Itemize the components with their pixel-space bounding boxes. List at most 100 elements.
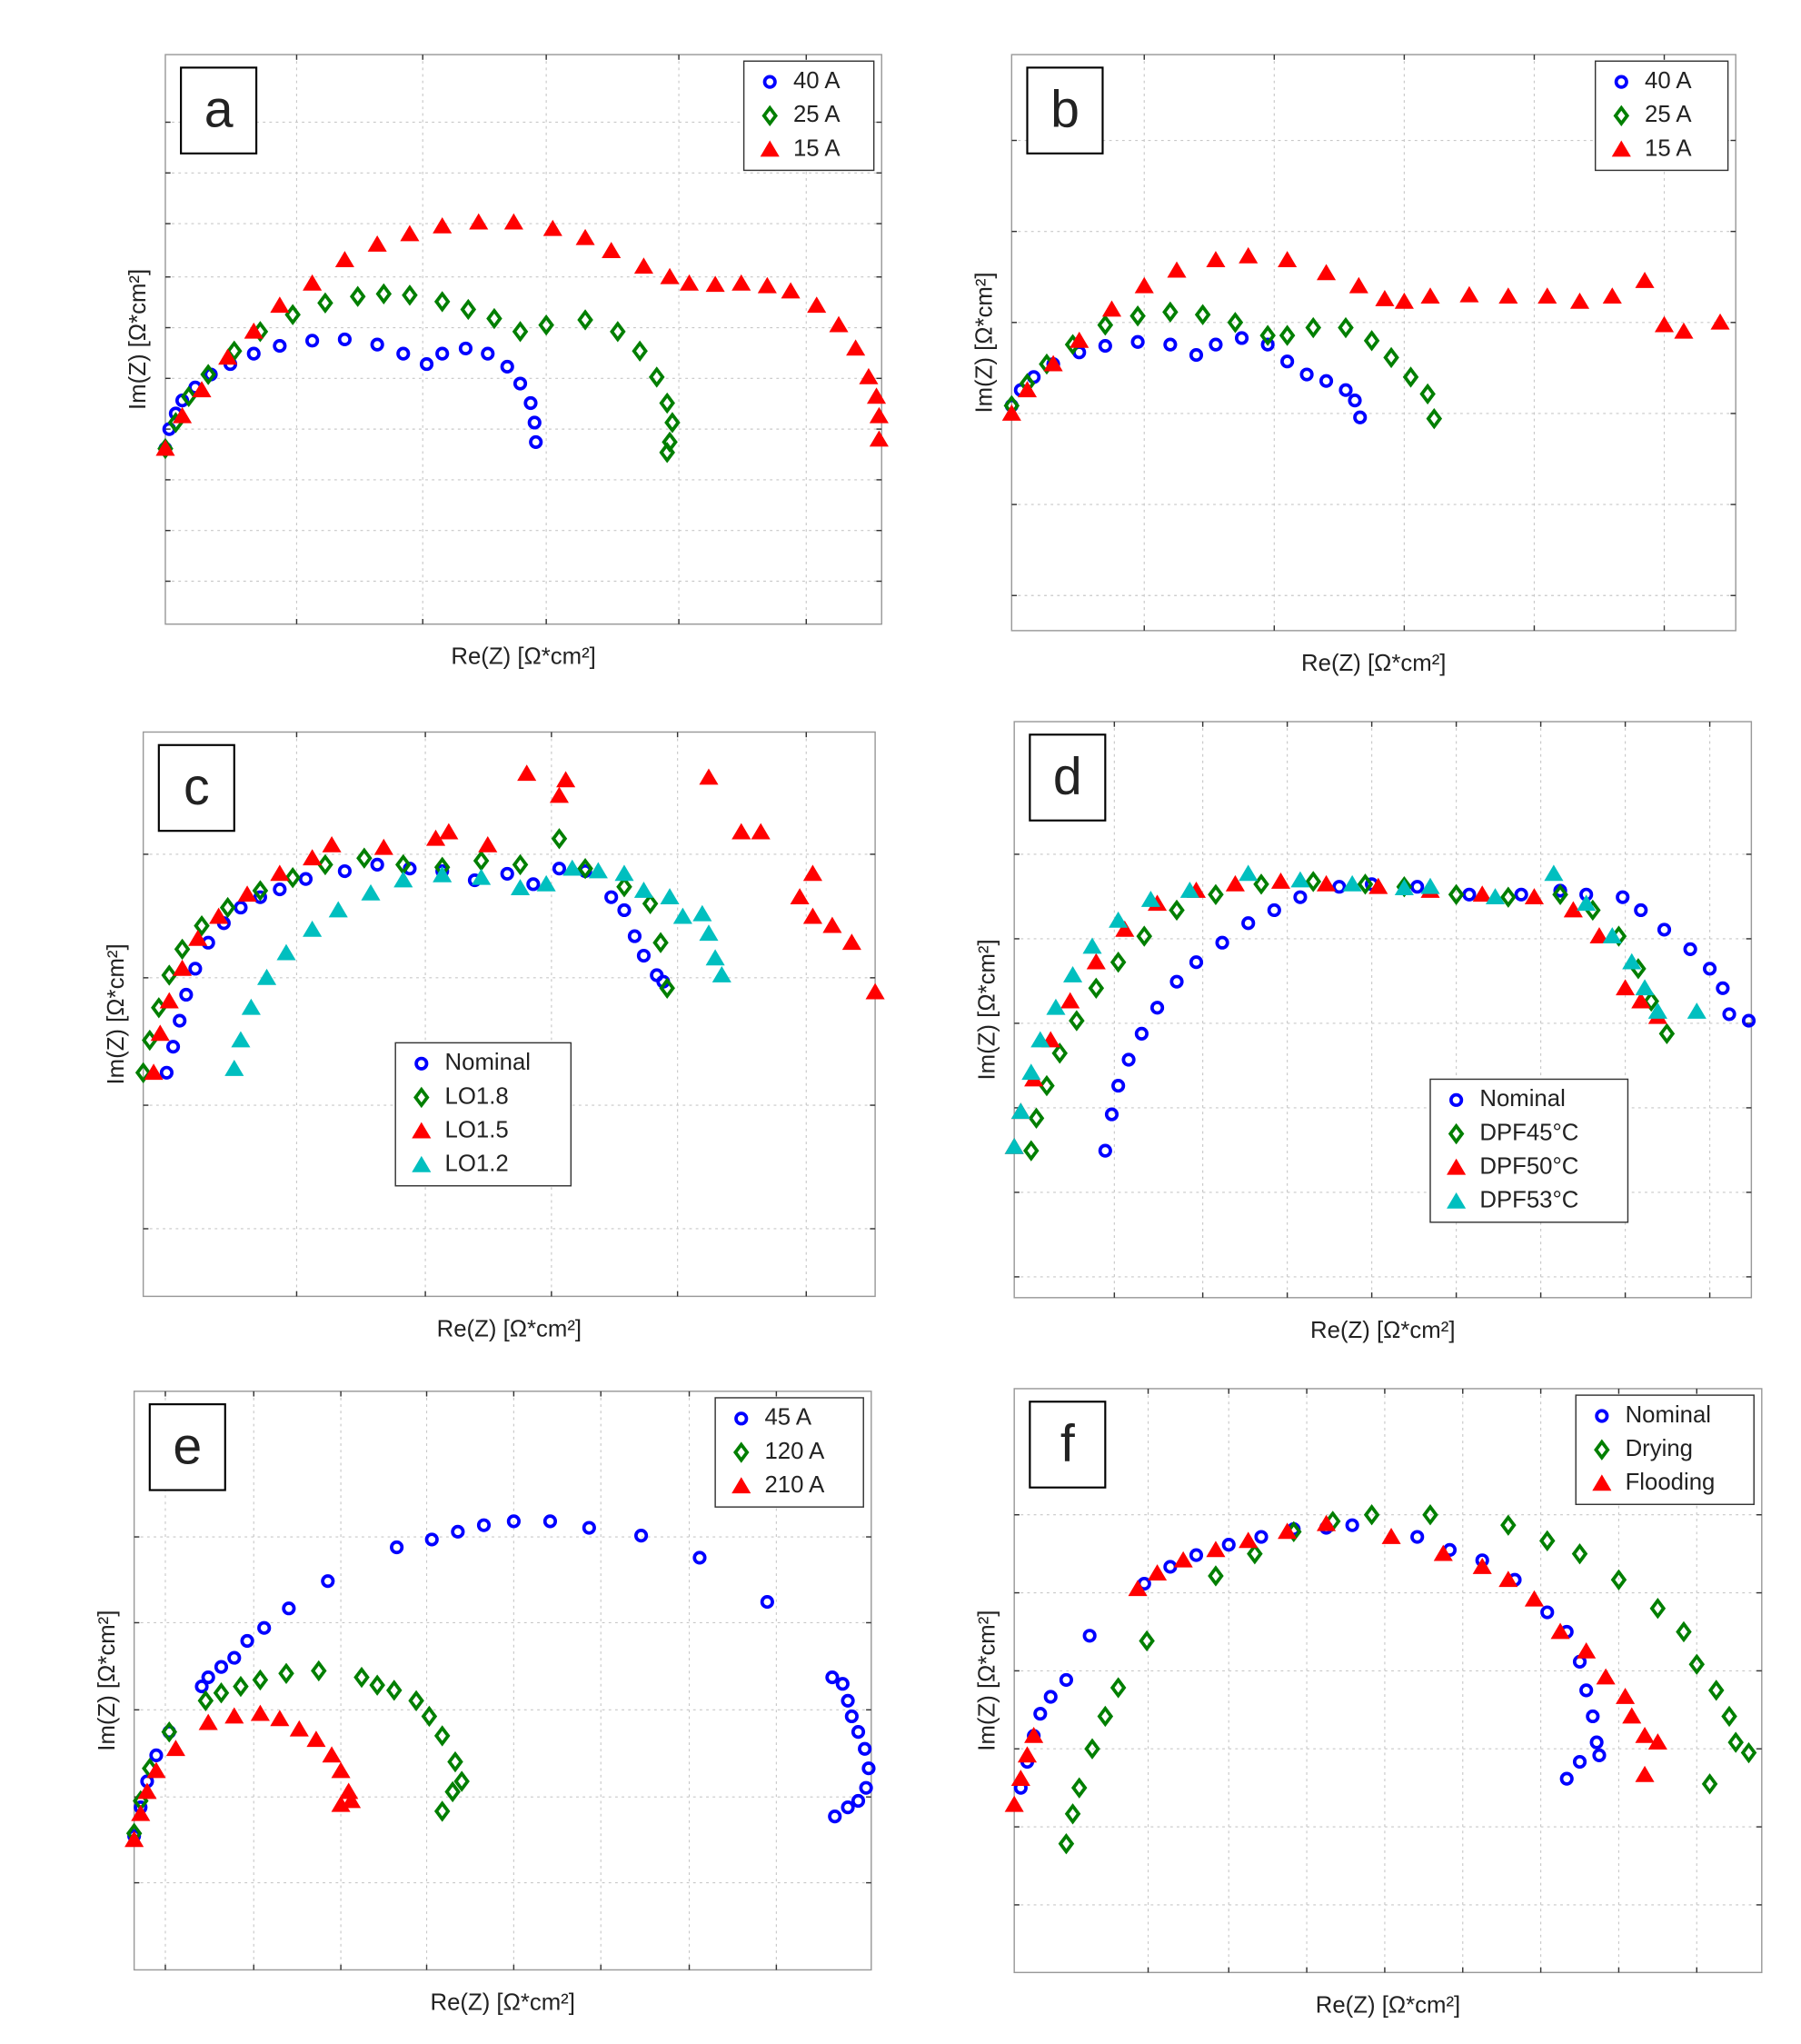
- point: [1342, 874, 1362, 892]
- point: [1239, 246, 1259, 264]
- point: [273, 882, 287, 897]
- point: [822, 916, 842, 933]
- point: [851, 1793, 866, 1809]
- point: [699, 924, 719, 942]
- point: [233, 1675, 249, 1698]
- legend-label: DPF50°C: [1479, 1154, 1578, 1180]
- point: [421, 1705, 438, 1728]
- legend-marker: [760, 140, 780, 157]
- point: [356, 847, 373, 869]
- point: [1722, 1007, 1736, 1022]
- point: [526, 877, 541, 892]
- point: [250, 1704, 270, 1721]
- legend-marker: [761, 105, 778, 127]
- point: [289, 1720, 309, 1737]
- point: [435, 346, 450, 361]
- point: [1208, 883, 1224, 905]
- point: [1433, 1544, 1453, 1561]
- point: [298, 872, 313, 886]
- point: [469, 213, 489, 230]
- point: [1069, 1010, 1085, 1032]
- point: [1420, 877, 1440, 894]
- legend-marker: [1614, 75, 1628, 89]
- point: [1260, 337, 1275, 352]
- point: [1070, 331, 1090, 348]
- point: [124, 1830, 144, 1848]
- panel-label-box: [180, 66, 258, 155]
- point: [306, 1730, 326, 1748]
- point: [527, 415, 542, 430]
- point: [562, 859, 582, 876]
- point: [1524, 1590, 1545, 1607]
- point: [1687, 1002, 1706, 1019]
- point: [188, 929, 208, 946]
- point: [131, 1804, 151, 1821]
- point: [161, 1720, 178, 1743]
- point: [317, 292, 333, 314]
- point: [253, 890, 267, 904]
- point: [1280, 354, 1295, 369]
- point: [1051, 1042, 1069, 1064]
- point: [370, 337, 384, 352]
- point: [1149, 1001, 1165, 1015]
- point: [144, 1063, 164, 1081]
- point: [627, 929, 642, 943]
- point: [1004, 1137, 1024, 1154]
- point: [165, 1040, 181, 1054]
- point: [542, 1514, 558, 1529]
- point: [1221, 1538, 1236, 1552]
- x-axis-label: Re(Z) [Ω*cm²]: [430, 1989, 574, 2015]
- point: [692, 1550, 707, 1565]
- point: [353, 1666, 370, 1689]
- point: [1021, 1063, 1041, 1081]
- point: [1589, 1735, 1604, 1750]
- point: [1084, 1738, 1100, 1760]
- point: [476, 1518, 492, 1532]
- point: [209, 907, 229, 924]
- point: [224, 1707, 244, 1724]
- point: [633, 257, 653, 274]
- point: [214, 1660, 229, 1674]
- point: [634, 1529, 649, 1543]
- point: [1332, 880, 1347, 894]
- point: [1544, 864, 1564, 882]
- point: [273, 338, 287, 354]
- point: [1538, 1530, 1556, 1552]
- point: [1683, 942, 1697, 956]
- point: [1577, 894, 1597, 912]
- point: [1189, 1548, 1204, 1562]
- point: [760, 1594, 774, 1610]
- point: [1098, 338, 1112, 354]
- point: [180, 385, 197, 408]
- point: [1363, 330, 1380, 352]
- panel-label: b: [1050, 81, 1080, 139]
- point: [825, 1670, 840, 1685]
- point: [781, 282, 801, 299]
- point: [1316, 1514, 1337, 1531]
- panel: c Re(Z) [Ω*cm²] Im(Z) [Ω*cm²] Nominal LO1.8 L…: [104, 731, 885, 1341]
- point: [664, 412, 681, 434]
- legend-label: 40 A: [1645, 68, 1692, 94]
- point: [1194, 304, 1211, 325]
- point: [1278, 251, 1298, 268]
- point: [400, 224, 420, 242]
- point: [1010, 1770, 1030, 1787]
- point: [1305, 871, 1321, 892]
- panel-label-box: [157, 743, 235, 833]
- point: [1472, 885, 1492, 902]
- point: [370, 857, 384, 872]
- point: [536, 874, 556, 892]
- point: [1537, 287, 1557, 304]
- point: [692, 904, 712, 922]
- point: [252, 1669, 269, 1691]
- point: [1741, 1013, 1756, 1028]
- point: [1643, 990, 1659, 1012]
- point: [337, 332, 352, 346]
- y-axis-label: Im(Z) [Ω*cm²]: [104, 943, 129, 1084]
- point: [433, 1800, 451, 1822]
- point: [858, 1741, 872, 1756]
- point: [161, 964, 178, 986]
- point: [1701, 1773, 1718, 1795]
- point: [1169, 974, 1184, 989]
- point: [246, 346, 261, 361]
